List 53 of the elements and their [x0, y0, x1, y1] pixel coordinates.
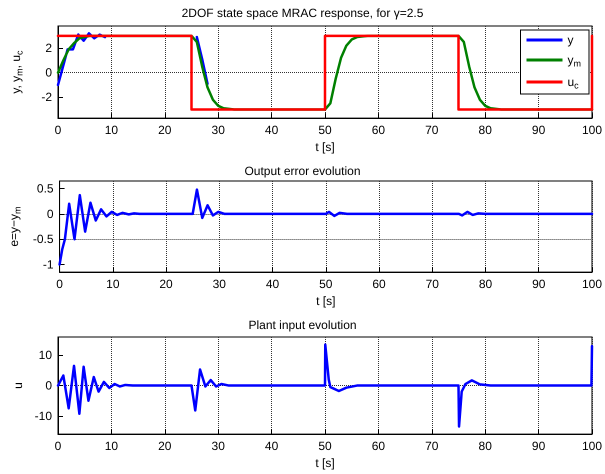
y-tick-label: 2: [45, 41, 52, 56]
x-tick-label: 40: [266, 277, 280, 292]
x-tick-label: 70: [425, 439, 439, 454]
y-tick-label: -1: [42, 258, 54, 272]
chart-title: Output error evolution: [244, 164, 361, 178]
x-tick-label: 80: [478, 123, 492, 138]
x-tick-label: 20: [158, 439, 172, 454]
x-tick-label: 100: [582, 439, 602, 454]
x-tick-label: 90: [532, 439, 546, 454]
line-series: [58, 188, 594, 266]
x-tick-label: 30: [212, 439, 226, 454]
x-tick-label: 50: [318, 439, 332, 454]
chart-title: 2DOF state space MRAC response, for γ=2.5: [182, 6, 424, 20]
x-tick-label: 20: [159, 277, 174, 292]
x-tick-label: 10: [104, 439, 118, 454]
x-tick-label: 70: [425, 123, 439, 138]
y-tick-label: 0: [45, 66, 52, 80]
y-tick-label: -2: [41, 90, 52, 104]
x-tick-label: 0: [56, 277, 64, 292]
x-tick-label: 80: [478, 439, 492, 454]
x-tick-label: 40: [264, 123, 279, 138]
y-axis-title: e=y−ym: [7, 206, 22, 247]
x-tick-label: 50: [319, 277, 333, 292]
x-tick-label: 90: [532, 123, 546, 138]
x-tick-label: 10: [106, 277, 120, 292]
x-tick-label: 70: [426, 277, 440, 292]
line-series: [56, 343, 594, 428]
x-tick-label: 60: [372, 123, 386, 138]
y-axis-title: y, ym, uc: [9, 50, 24, 94]
x-axis-title: t [s]: [316, 294, 336, 308]
x-tick-label: 90: [532, 277, 546, 292]
x-tick-label: 40: [264, 439, 279, 454]
y-tick-label: 0: [45, 378, 52, 393]
y-tick-label: 0: [46, 206, 54, 221]
x-tick-label: 80: [478, 277, 492, 292]
x-tick-label: 60: [372, 277, 386, 292]
legend-label: y: [568, 33, 574, 47]
x-tick-label: 30: [212, 277, 226, 292]
x-tick-label: 60: [372, 439, 386, 454]
y-tick-label: 10: [38, 348, 52, 362]
x-tick-label: 20: [158, 123, 172, 138]
y-tick-label: -0.5: [32, 232, 54, 246]
x-axis-title: t [s]: [315, 140, 335, 154]
x-tick-label: 100: [582, 277, 602, 292]
x-tick-label: 100: [582, 123, 602, 138]
x-axis-title: t [s]: [315, 456, 335, 470]
y-tick-label: -10: [34, 408, 52, 423]
x-tick-label: 10: [104, 123, 118, 138]
y-tick-label: 0.5: [36, 182, 54, 196]
y-axis-title: u: [10, 382, 25, 389]
x-tick-label: 50: [318, 123, 332, 138]
chart-title: Plant input evolution: [248, 318, 357, 332]
x-tick-label: 30: [212, 123, 226, 138]
